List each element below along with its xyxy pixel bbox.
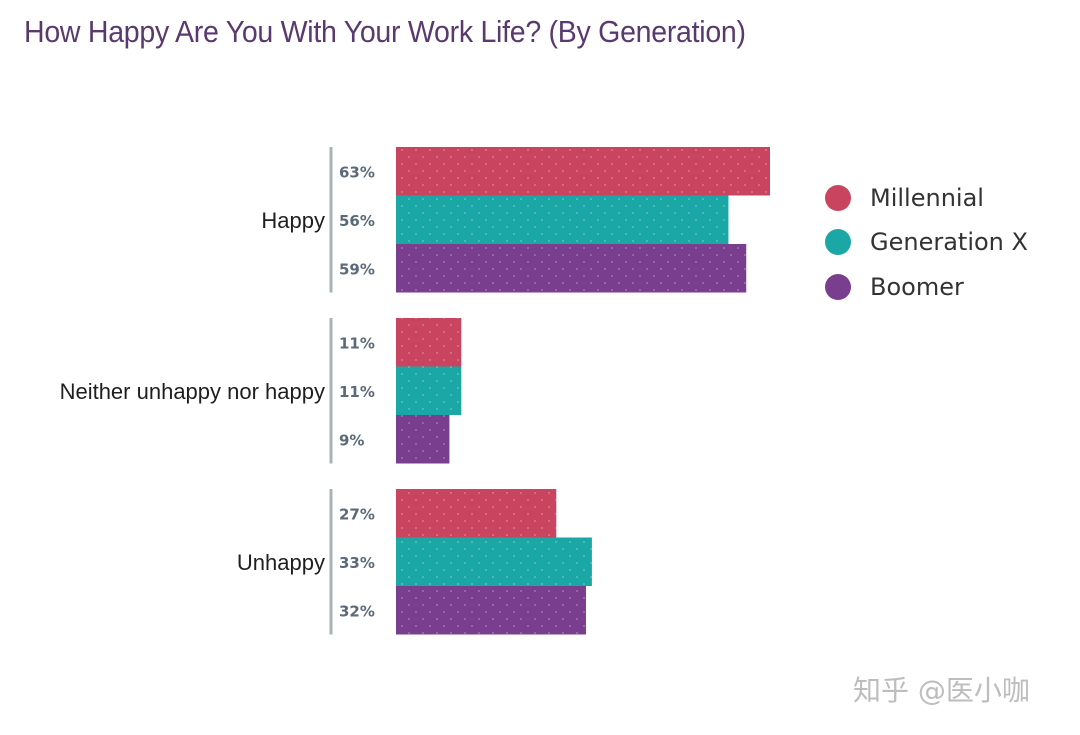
bar-texture bbox=[396, 244, 747, 293]
value-label: 32% bbox=[339, 602, 375, 620]
category-label: Happy bbox=[261, 208, 325, 233]
value-label: 63% bbox=[339, 163, 375, 181]
value-label: 56% bbox=[339, 212, 375, 230]
category-label: Unhappy bbox=[237, 550, 325, 575]
legend-label: Millennial bbox=[870, 184, 984, 212]
bar-texture bbox=[396, 489, 557, 538]
chart-title: How Happy Are You With Your Work Life? (… bbox=[24, 14, 746, 49]
bar-texture bbox=[396, 537, 592, 586]
value-label: 33% bbox=[339, 554, 375, 572]
legend-marker bbox=[825, 185, 851, 211]
bar-texture bbox=[396, 195, 729, 244]
value-label: 11% bbox=[339, 383, 375, 401]
bar-texture bbox=[396, 366, 462, 415]
legend-label: Boomer bbox=[870, 273, 964, 301]
category-label: Neither unhappy nor happy bbox=[60, 379, 325, 404]
bar-texture bbox=[396, 318, 462, 367]
legend: Millennial Generation X Boomer bbox=[825, 184, 1028, 301]
value-label: 59% bbox=[339, 260, 375, 278]
plot-area: Happy 63% 56% 59% Neither unhappy nor happy 1… bbox=[60, 147, 770, 635]
bar-texture bbox=[396, 586, 586, 635]
watermark-text: 知乎 @医小咖 bbox=[853, 674, 1030, 707]
bar-texture bbox=[396, 147, 770, 196]
value-label: 11% bbox=[339, 334, 375, 352]
legend-marker bbox=[825, 274, 851, 300]
bar-texture bbox=[396, 415, 450, 464]
value-label: 9% bbox=[339, 431, 364, 449]
legend-marker bbox=[825, 229, 851, 255]
value-label: 27% bbox=[339, 505, 375, 523]
legend-label: Generation X bbox=[870, 228, 1028, 256]
